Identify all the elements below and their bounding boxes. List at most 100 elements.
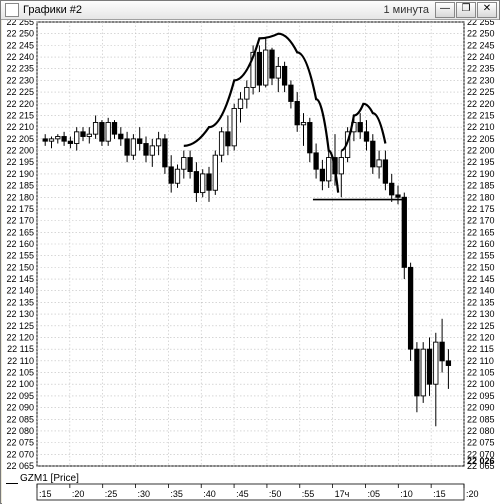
svg-text:22 210: 22 210 [467,122,495,132]
svg-text:22 220: 22 220 [467,99,495,109]
svg-text::20: :20 [72,489,85,499]
svg-text:22 185: 22 185 [6,181,34,191]
svg-text:22 145: 22 145 [6,274,34,284]
svg-text:22 125: 22 125 [6,321,34,331]
svg-text:22 065: 22 065 [6,461,34,471]
svg-text::20: :20 [466,489,479,499]
svg-text:22 115: 22 115 [7,344,34,354]
svg-text:22 095: 22 095 [467,391,495,401]
svg-text:22 240: 22 240 [6,52,34,62]
svg-text::05: :05 [367,489,380,499]
svg-text:22 180: 22 180 [467,192,495,202]
svg-text::15: :15 [433,489,446,499]
timeframe-label: 1 минута [384,4,430,16]
svg-text:22 085: 22 085 [6,414,34,424]
svg-text:22 155: 22 155 [467,251,495,261]
instrument-label: GZM1 [Price] [20,473,79,484]
svg-text:22 125: 22 125 [467,321,495,331]
svg-text:22 250: 22 250 [6,29,34,39]
chart-body[interactable]: 22 06522 06522 07022 07022 07522 07522 0… [2,20,498,502]
svg-text:22 195: 22 195 [6,157,34,167]
svg-text::40: :40 [203,489,216,499]
svg-text::10: :10 [400,489,413,499]
svg-text:22 225: 22 225 [6,87,34,97]
svg-text::55: :55 [302,489,315,499]
svg-text:22 100: 22 100 [467,379,495,389]
svg-text:22 230: 22 230 [467,75,495,85]
svg-text:22 210: 22 210 [6,122,34,132]
svg-text:22 255: 22 255 [6,20,34,27]
svg-text:22 180: 22 180 [6,192,34,202]
svg-text:22 110: 22 110 [467,356,494,366]
svg-text:22 120: 22 120 [467,332,495,342]
svg-text:22 150: 22 150 [6,262,34,272]
svg-text:22 200: 22 200 [6,146,34,156]
window-buttons: — ❐ ✕ [435,2,497,18]
svg-text:22 140: 22 140 [467,286,495,296]
svg-text:22 115: 22 115 [467,344,494,354]
svg-text:17ч: 17ч [335,489,350,499]
svg-text:22 190: 22 190 [6,169,34,179]
svg-text:22 195: 22 195 [467,157,495,167]
svg-text::30: :30 [138,489,151,499]
candlestick-chart[interactable]: 22 06522 06522 07022 07022 07522 07522 0… [2,20,500,504]
svg-text:22 090: 22 090 [6,403,34,413]
svg-text:22 175: 22 175 [467,204,495,214]
svg-text:22 215: 22 215 [467,110,495,120]
svg-text:22 205: 22 205 [6,134,34,144]
svg-text:22 235: 22 235 [6,64,34,74]
window-title: Графики #2 [23,4,384,16]
svg-text:22 100: 22 100 [6,379,34,389]
svg-text:22 075: 22 075 [467,438,495,448]
minimize-button[interactable]: — [435,2,455,18]
chart-window: Графики #2 1 минута — ❐ ✕ 22 06522 06522… [0,0,500,504]
svg-text:22 160: 22 160 [467,239,495,249]
svg-text:22 085: 22 085 [467,414,495,424]
svg-text:22 205: 22 205 [467,134,495,144]
svg-text:22 140: 22 140 [6,286,34,296]
svg-text:22 130: 22 130 [467,309,495,319]
svg-text:22 235: 22 235 [467,64,495,74]
svg-text::15: :15 [39,489,52,499]
svg-text:22 105: 22 105 [467,368,495,378]
svg-text:22 190: 22 190 [467,169,495,179]
svg-text:22 185: 22 185 [467,181,495,191]
svg-text:22 105: 22 105 [6,368,34,378]
svg-text::50: :50 [269,489,282,499]
svg-text:22 120: 22 120 [6,332,34,342]
svg-text:22 250: 22 250 [467,29,495,39]
svg-text:22 075: 22 075 [6,438,34,448]
svg-text:22 090: 22 090 [467,403,495,413]
svg-text:22 165: 22 165 [467,227,495,237]
svg-text:22 145: 22 145 [467,274,495,284]
svg-text:22 160: 22 160 [6,239,34,249]
svg-text:22 230: 22 230 [6,75,34,85]
svg-text:22 135: 22 135 [6,297,34,307]
svg-text:22 135: 22 135 [467,297,495,307]
svg-text:22 080: 22 080 [6,426,34,436]
close-button[interactable]: ✕ [477,2,497,18]
svg-text:22 245: 22 245 [467,40,495,50]
svg-text:22 245: 22 245 [6,40,34,50]
svg-text::45: :45 [236,489,249,499]
legend-line-icon [6,483,18,484]
svg-text:22 175: 22 175 [6,204,34,214]
svg-text:22 080: 22 080 [467,426,495,436]
svg-text:22 095: 22 095 [6,391,34,401]
svg-text:22 170: 22 170 [6,216,34,226]
maximize-button[interactable]: ❐ [456,2,476,18]
svg-text:22 200: 22 200 [467,146,495,156]
svg-text:22 165: 22 165 [6,227,34,237]
svg-text:22 110: 22 110 [7,356,34,366]
titlebar[interactable]: Графики #2 1 минута — ❐ ✕ [1,1,499,20]
svg-text:22 150: 22 150 [467,262,495,272]
svg-text:22 170: 22 170 [467,216,495,226]
svg-text:22 130: 22 130 [6,309,34,319]
svg-text::25: :25 [105,489,118,499]
app-icon [5,3,19,17]
svg-text::35: :35 [170,489,183,499]
svg-text:22 240: 22 240 [467,52,495,62]
svg-text:22 220: 22 220 [6,99,34,109]
svg-text:22 255: 22 255 [467,20,495,27]
svg-text:22 215: 22 215 [6,110,34,120]
